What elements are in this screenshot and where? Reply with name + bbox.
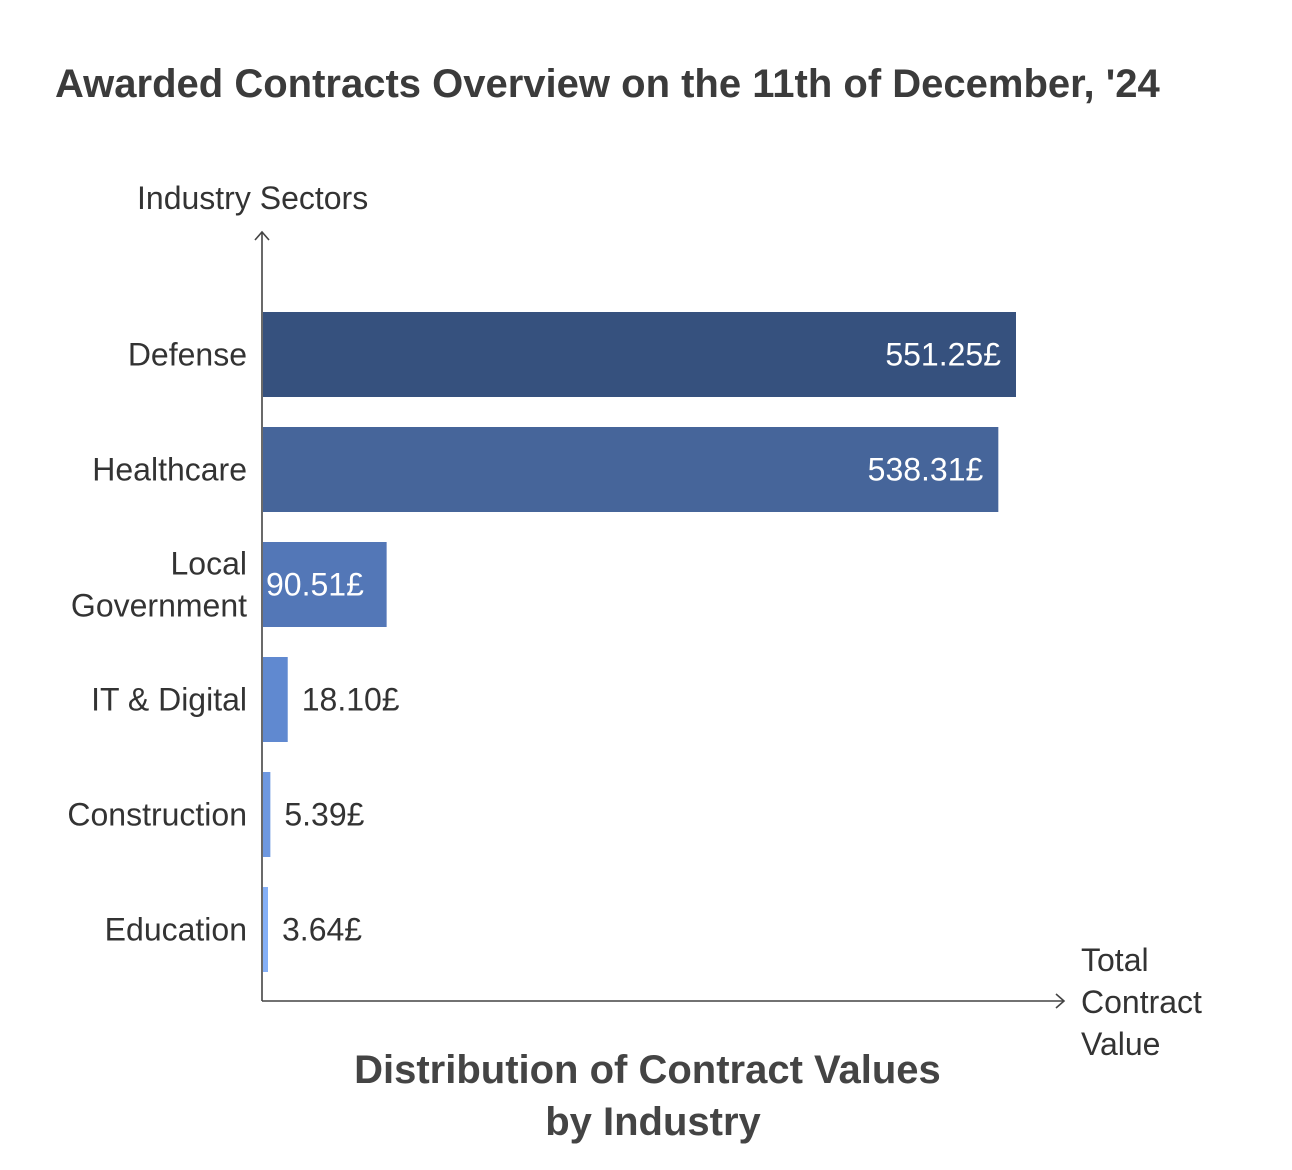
- category-labels-group: Defense Healthcare Local Government IT & Dig…: [67, 337, 247, 948]
- x-axis-label: Total Contract Value: [1081, 942, 1211, 1062]
- x-axis-label-line-2: Contract: [1081, 984, 1202, 1020]
- bars-group: [263, 312, 1016, 972]
- x-axis-label-line-1: Total: [1081, 942, 1149, 978]
- category-label-2-line-1: Government: [71, 588, 247, 624]
- value-label-0: 551.25£: [885, 337, 1001, 373]
- chart-subtitle-line-2: by Industry: [545, 1100, 761, 1144]
- category-label-4: Construction: [67, 797, 247, 833]
- category-label-3-line-0: IT & Digital: [91, 682, 247, 718]
- category-label-0: Defense: [128, 337, 247, 373]
- category-label-0-line-0: Defense: [128, 337, 247, 373]
- category-label-5: Education: [105, 912, 247, 948]
- value-label-2: 90.51£: [266, 567, 364, 603]
- bar-1: [263, 427, 999, 512]
- chart-axes: [254, 230, 1066, 1009]
- bar-3: [263, 657, 288, 742]
- value-label-4: 5.39£: [284, 797, 364, 833]
- bar-5: [263, 887, 268, 972]
- category-label-1-line-0: Healthcare: [92, 452, 247, 488]
- chart-subtitle-line-1: Distribution of Contract Values: [354, 1048, 941, 1092]
- chart-subtitle: Distribution of Contract Values by Indus…: [354, 1048, 952, 1144]
- category-label-2-line-0: Local: [171, 546, 248, 582]
- value-label-5: 3.64£: [282, 912, 362, 948]
- value-label-1: 538.31£: [868, 452, 984, 488]
- category-label-2: Local Government: [71, 546, 247, 624]
- value-labels-group: 551.25£ 538.31£ 90.51£ 18.10£ 5.39£ 3.64£: [266, 337, 1001, 948]
- x-axis-arrowhead: [1055, 993, 1066, 1009]
- bar-2: [263, 542, 387, 627]
- category-label-4-line-0: Construction: [67, 797, 247, 833]
- category-label-3: IT & Digital: [91, 682, 247, 718]
- bar-0: [263, 312, 1016, 397]
- category-label-5-line-0: Education: [105, 912, 247, 948]
- y-axis-arrowhead: [254, 230, 270, 241]
- category-label-1: Healthcare: [92, 452, 247, 488]
- bar-4: [263, 772, 271, 857]
- x-axis-label-line-3: Value: [1081, 1026, 1160, 1062]
- value-label-3: 18.10£: [302, 682, 400, 718]
- chart-title: Awarded Contracts Overview on the 11th o…: [55, 62, 1160, 106]
- y-axis-label: Industry Sectors: [137, 180, 368, 216]
